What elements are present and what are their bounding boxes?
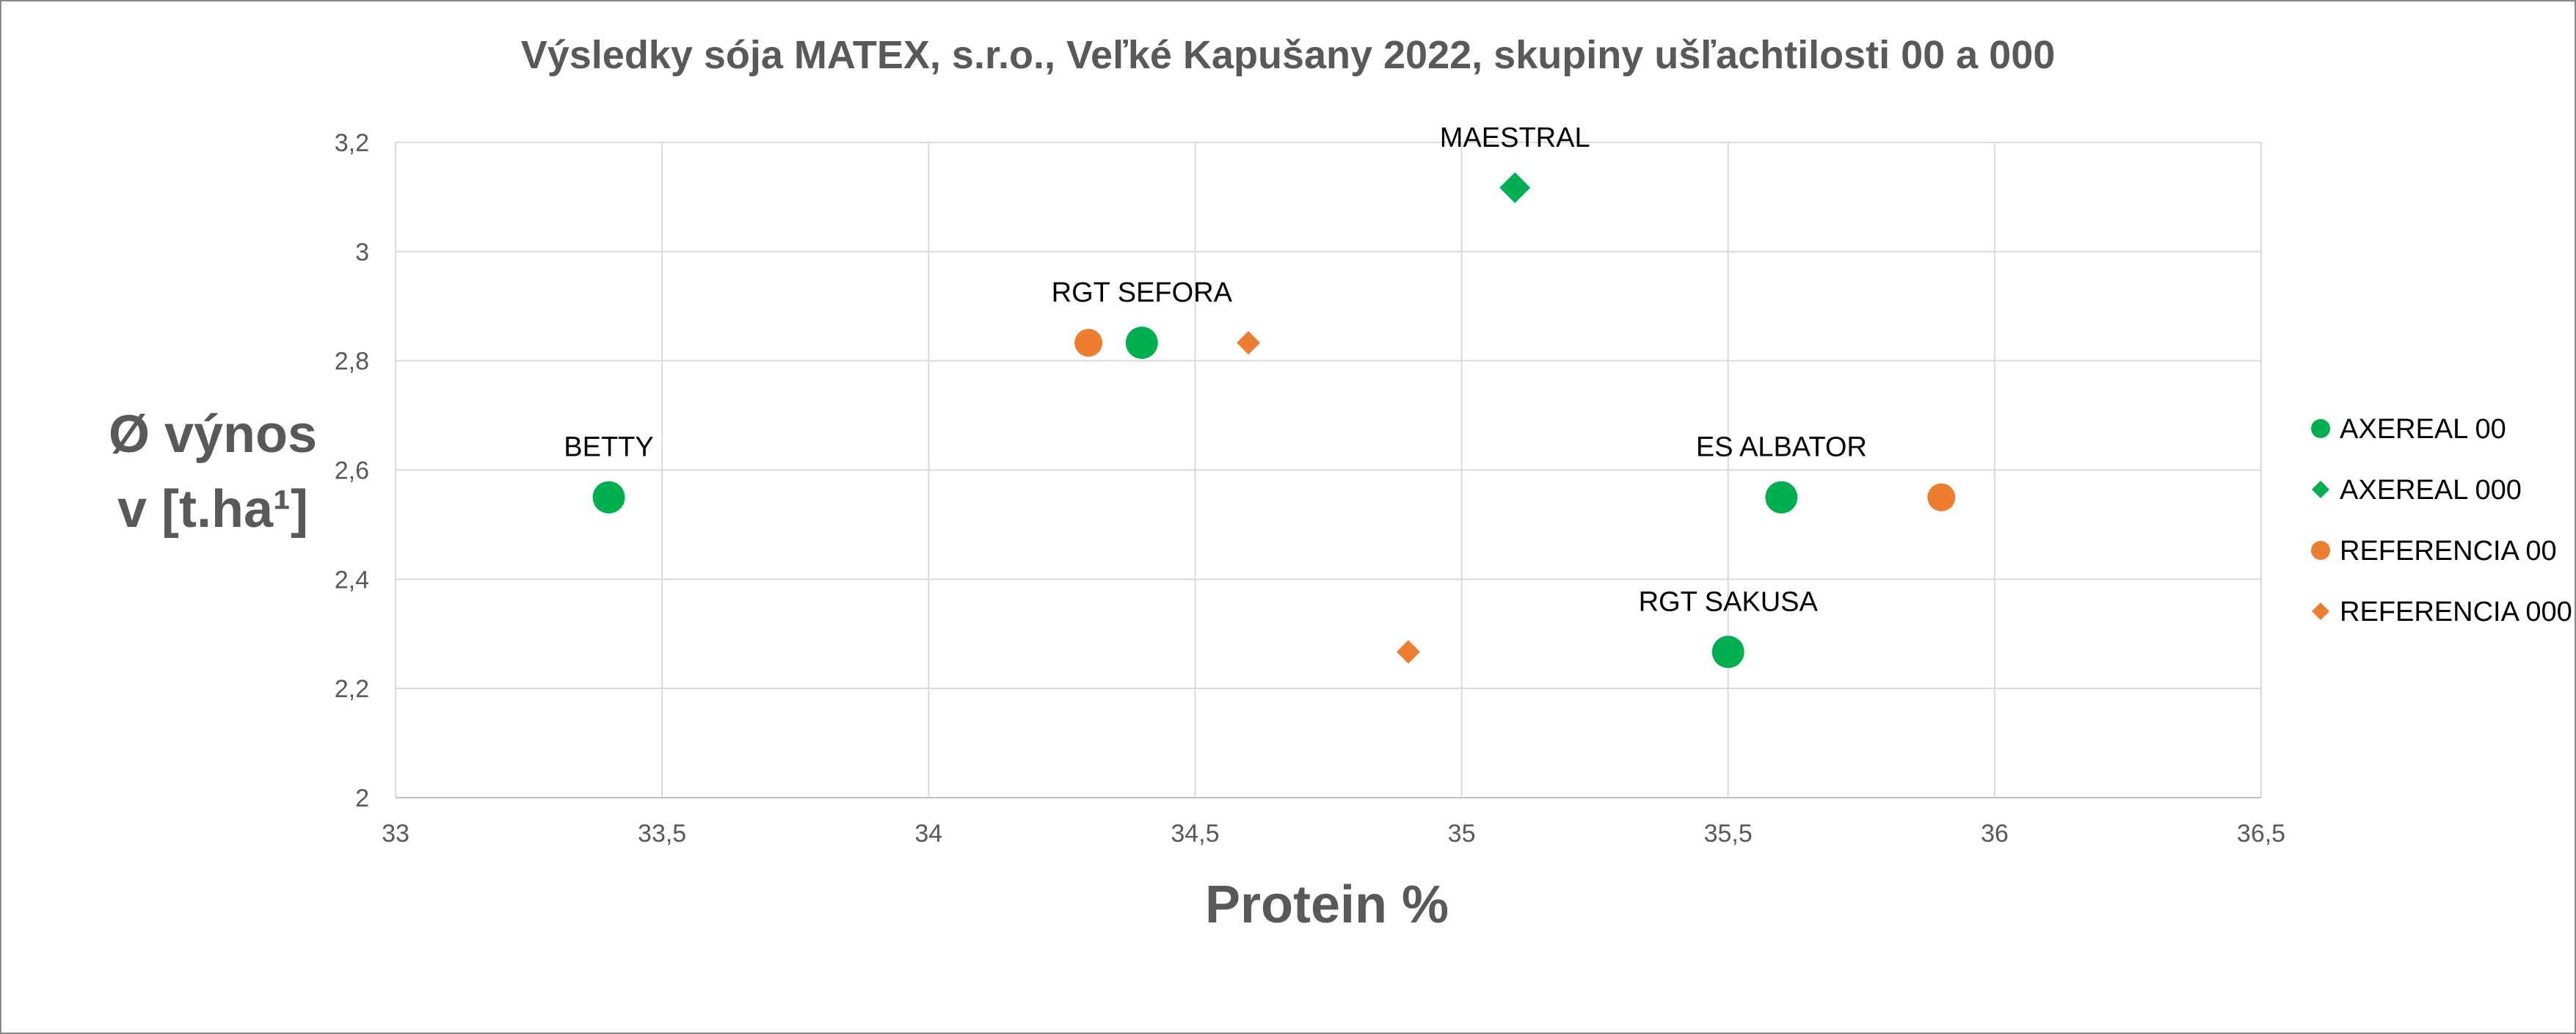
axereal-00-point — [1711, 636, 1744, 669]
legend: AXEREAL 00 AXEREAL 000 REFERENCIA 00 REFERE… — [2311, 414, 2572, 627]
legend-label-referencia-00: REFERENCIA 00 — [2340, 536, 2557, 567]
x-tick-label: 35,5 — [1704, 820, 1753, 848]
axereal-000-point — [1499, 172, 1531, 203]
data-label: RGT SEFORA — [1052, 277, 1233, 308]
legend-marker-referencia-000 — [2312, 602, 2329, 620]
y-axis-title-line-1: Ø výnos — [109, 405, 317, 464]
axereal-00-point — [592, 481, 625, 514]
legend-label-axereal-00: AXEREAL 00 — [2340, 414, 2506, 445]
gridlines — [395, 142, 2262, 798]
legend-label-axereal-000: AXEREAL 000 — [2340, 475, 2522, 506]
y-tick-label: 3 — [355, 239, 369, 266]
y-axis-title-line-2: v [t.ha¹] — [117, 480, 308, 539]
y-tick-label: 2,4 — [335, 566, 369, 594]
y-tick-label: 2,6 — [335, 457, 369, 485]
x-tick-label: 33 — [382, 820, 410, 848]
axereal-00-point — [1765, 481, 1798, 514]
y-tick-label: 2,2 — [335, 675, 369, 703]
referencia-000-point — [1396, 640, 1420, 664]
legend-label-referencia-000: REFERENCIA 000 — [2340, 597, 2572, 627]
data-label: RGT SAKUSA — [1639, 586, 1819, 617]
data-label: BETTY — [564, 432, 653, 463]
data-label: MAESTRAL — [1440, 123, 1590, 153]
referencia-000-point — [1237, 331, 1261, 355]
x-tick-label: 36,5 — [2237, 820, 2285, 848]
y-tick-label: 2 — [355, 784, 369, 812]
axis-ticks: 2 2,2 2,4 2,6 2,8 3 3,2 33 33,5 34 34,5 35 35,5 36 36,… — [335, 129, 2285, 848]
referencia-00-point — [1927, 483, 1956, 511]
axereal-00-point — [1125, 327, 1158, 360]
x-tick-label: 34,5 — [1171, 820, 1219, 848]
y-tick-label: 2,8 — [335, 348, 369, 376]
referencia-00-point — [1074, 329, 1103, 357]
data-label: ES ALBATOR — [1696, 432, 1867, 463]
chart-title: Výsledky sója MATEX, s.r.o., Veľké Kapuš… — [521, 33, 2056, 77]
x-tick-label: 33,5 — [638, 820, 686, 848]
x-tick-label: 34 — [914, 820, 942, 848]
legend-marker-axereal-000 — [2312, 481, 2329, 498]
x-tick-label: 35 — [1448, 820, 1476, 848]
x-axis-title: Protein % — [1205, 875, 1449, 934]
legend-marker-axereal-00 — [2311, 419, 2330, 438]
x-tick-label: 36 — [1981, 820, 2009, 848]
data-points — [592, 172, 1956, 669]
data-labels: BETTY RGT SEFORA ES ALBATOR RGT SAKUSA MAEST… — [564, 123, 1867, 618]
legend-marker-referencia-00 — [2311, 541, 2330, 560]
y-tick-label: 3,2 — [335, 129, 369, 157]
